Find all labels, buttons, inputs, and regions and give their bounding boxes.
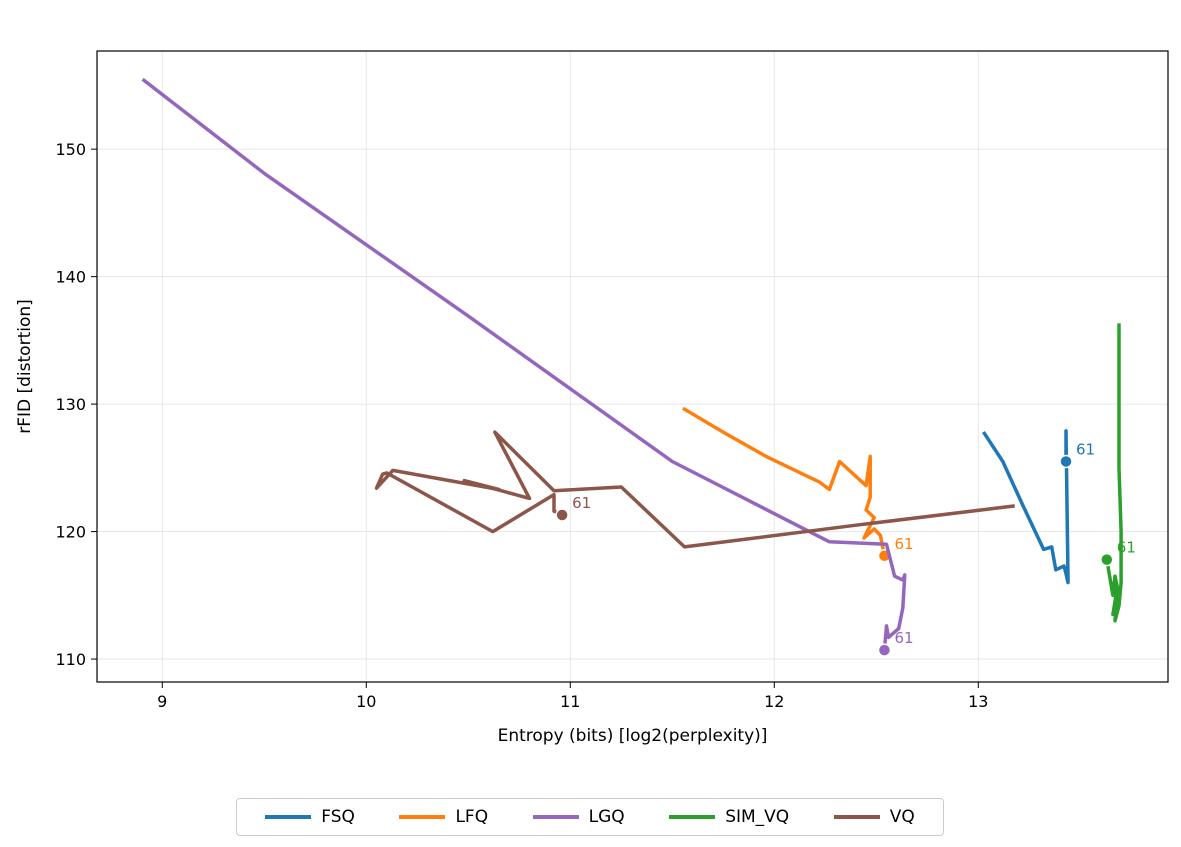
series-line-lgq: [141, 77, 907, 652]
legend: FSQ LFQ LGQ SIM_VQ VQ: [236, 798, 944, 836]
y-tick-label: 110: [55, 650, 86, 669]
legend-label-vq: VQ: [889, 807, 915, 827]
legend-label-fsq: FSQ: [321, 807, 355, 827]
series-line-vq: [374, 430, 1015, 549]
legend-item-lgq: LGQ: [532, 807, 625, 827]
legend-label-lgq: LGQ: [588, 807, 625, 827]
legend-label-sim-vq: SIM_VQ: [725, 807, 790, 827]
legend-swatch-lfq: [399, 815, 446, 819]
legend-item-fsq: FSQ: [265, 807, 355, 827]
y-tick-label: 120: [55, 523, 86, 542]
end-point-lgq: [877, 643, 892, 657]
legend-swatch-vq: [833, 815, 880, 819]
y-tick-label: 130: [55, 395, 86, 414]
x-axis-title: Entropy (bits) [log2(perplexity)]: [498, 726, 768, 746]
x-tick-label: 13: [968, 692, 988, 711]
end-label-lgq: 61: [894, 629, 913, 647]
end-point-fsq: [1059, 454, 1073, 469]
series-layer: 61 61 61 61 61: [141, 77, 1136, 657]
x-tick-label: 12: [764, 692, 784, 711]
y-tick-label: 140: [55, 268, 86, 287]
x-tick-label: 9: [157, 692, 167, 711]
grid: [97, 51, 1168, 682]
y-tick-label: 150: [55, 140, 86, 159]
series-line-sim-vq: [1104, 323, 1123, 623]
chart: 61 61 61 61 61 9 10 11 12 13 110 120 130 140 150 Entr…: [15, 50, 1169, 746]
end-label-lfq: 61: [894, 535, 913, 553]
legend-swatch-lgq: [532, 815, 579, 819]
legend-item-lfq: LFQ: [399, 807, 488, 827]
end-label-fsq: 61: [1076, 440, 1095, 458]
legend-label-lfq: LFQ: [455, 807, 489, 827]
legend-swatch-fsq: [265, 815, 312, 819]
end-label-sim-vq: 61: [1117, 539, 1136, 557]
x-tick-label: 10: [356, 692, 376, 711]
y-axis-title: rFID [distortion]: [15, 299, 35, 434]
series-line-lfq: [682, 406, 887, 558]
ticks: 9 10 11 12 13 110 120 130 140 150: [55, 140, 988, 711]
end-point-vq: [555, 508, 569, 522]
end-label-vq: 61: [572, 494, 591, 512]
end-point-sim-vq: [1100, 552, 1114, 567]
legend-item-vq: VQ: [833, 807, 915, 827]
legend-swatch-sim-vq: [669, 815, 716, 819]
series-line-fsq: [981, 429, 1070, 585]
plot-frame: [96, 50, 1169, 683]
legend-item-sim-vq: SIM_VQ: [669, 807, 789, 827]
x-tick-label: 11: [560, 692, 580, 711]
